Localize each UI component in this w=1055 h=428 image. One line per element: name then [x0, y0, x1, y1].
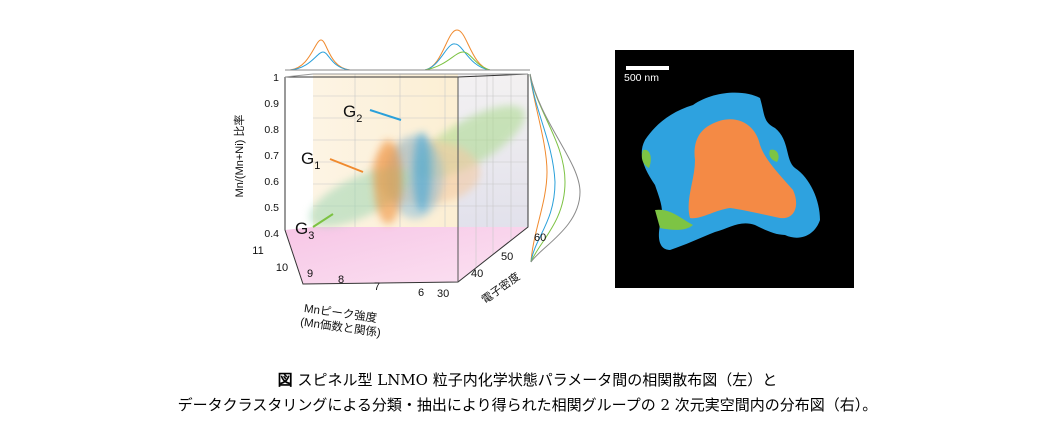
y-tick: 0.4 [264, 228, 279, 240]
x-tick: 11 [252, 245, 263, 257]
correlation-scatter-3d: G2 G1 G3 1 0.9 0.8 0.7 0.6 0.5 0.4 Mn/(M… [232, 29, 581, 340]
spatial-distribution-map: 500 nm [615, 50, 854, 288]
point-clouds [309, 105, 525, 227]
y-tick: 0.6 [264, 176, 279, 188]
z-tick: 40 [471, 268, 483, 280]
z-tick: 50 [501, 251, 513, 263]
floor-face [285, 227, 528, 284]
x-tick: 8 [338, 274, 344, 286]
particle-green-region-2 [641, 149, 651, 168]
z-tick: 30 [437, 288, 449, 300]
particle-orange-region [688, 119, 797, 219]
y-tick: 1 [273, 72, 279, 84]
particle-green-region-1 [655, 209, 693, 230]
y-tick: 0.5 [264, 202, 279, 214]
y-tick: 0.7 [264, 150, 279, 162]
scale-bar [626, 66, 669, 70]
particle-map [641, 92, 820, 250]
caption-line-2: データクラスタリングによる分類・抽出により得られた相関グループの 2 次元実空間… [177, 396, 878, 414]
y-tick: 0.9 [264, 98, 279, 110]
x-tick: 9 [307, 268, 313, 280]
y-axis-label: Mn/(Mn+Ni) 比率 [232, 115, 246, 198]
group-label-g2: G2 [343, 102, 362, 125]
top-marginal-curves [285, 29, 530, 71]
y-axis-ticks: 1 0.9 0.8 0.7 0.6 0.5 0.4 [264, 72, 279, 240]
particle-green-region-3 [769, 149, 779, 162]
z-axis-ticks: 30 40 50 60 [437, 232, 546, 300]
group-label-g1: G1 [301, 149, 320, 172]
z-axis-label: 電子密度 [479, 269, 523, 306]
y-tick: 0.8 [264, 124, 279, 136]
caption-figure-mark: 図 [277, 371, 293, 389]
x-axis-ticks: 11 10 9 8 7 6 [252, 245, 424, 299]
scale-bar-label: 500 nm [624, 72, 660, 84]
x-tick: 10 [276, 262, 288, 274]
right-marginal-curves [529, 73, 581, 263]
cube-frame [284, 73, 529, 285]
caption-line-1: 図 スピネル型 LNMO 粒子内化学状態パラメータ間の相関散布図（左）と [0, 370, 1055, 390]
group-label-g3: G3 [295, 219, 314, 242]
x-tick: 6 [418, 287, 424, 299]
group-pointers [312, 109, 402, 228]
z-tick: 60 [534, 232, 546, 244]
caption-text-1: スピネル型 LNMO 粒子内化学状態パラメータ間の相関散布図（左）と [297, 371, 778, 389]
x-tick: 7 [374, 281, 380, 293]
group-labels: G2 G1 G3 [295, 102, 362, 242]
